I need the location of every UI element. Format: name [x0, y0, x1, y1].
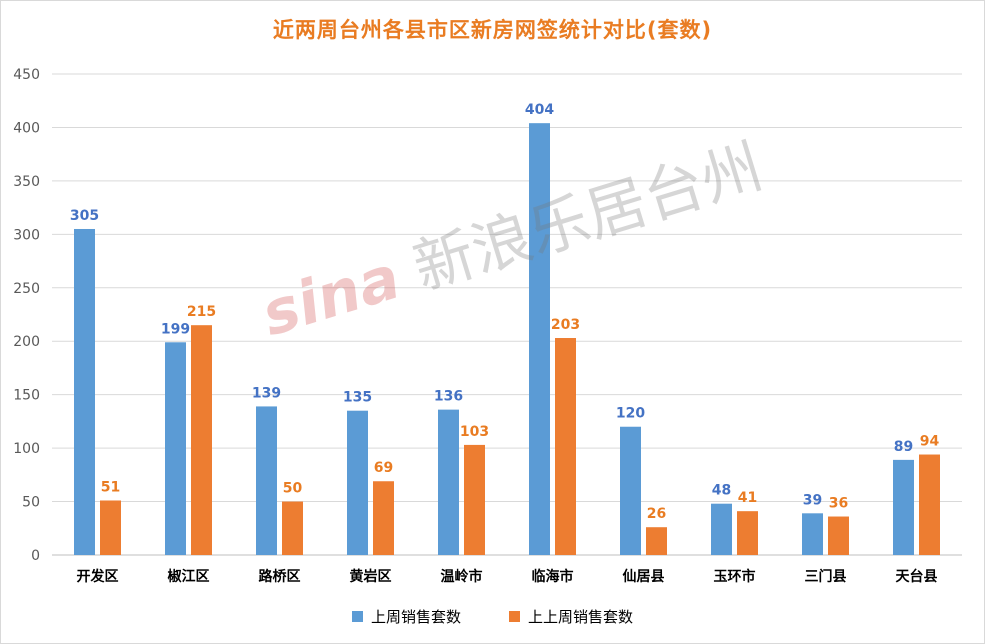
data-label: 136: [434, 389, 463, 405]
data-label: 404: [525, 102, 554, 118]
bar-week-before: [737, 511, 758, 555]
data-label: 51: [101, 479, 120, 495]
bar-week-before: [828, 516, 849, 555]
bar-last-week: [256, 406, 277, 555]
x-tick-label: 临海市: [532, 568, 574, 585]
legend-swatch: [509, 611, 520, 622]
bar-last-week: [529, 123, 550, 556]
bar-last-week: [347, 410, 368, 555]
chart-title: 近两周台州各县市区新房网签统计对比(套数): [272, 18, 713, 42]
bar-last-week: [74, 228, 95, 555]
x-tick-label: 黄岩区: [350, 568, 392, 585]
legend-item-series-0: 上周销售套数: [351, 606, 461, 627]
data-label: 39: [803, 492, 822, 508]
y-tick-label: 50: [22, 495, 40, 511]
bar-last-week: [893, 459, 914, 555]
legend-swatch: [351, 611, 363, 622]
legend-label: 上上周销售套数: [528, 608, 634, 626]
data-label: 48: [712, 483, 731, 499]
data-label: 305: [70, 208, 99, 224]
data-label: 199: [161, 321, 190, 337]
bar-last-week: [165, 342, 186, 555]
x-tick-label: 开发区: [77, 568, 119, 585]
y-tick-label: 100: [13, 441, 40, 457]
chart-legend: 上周销售套数 上上周销售套数: [0, 606, 985, 627]
bar-week-before: [282, 501, 303, 555]
data-label: 120: [616, 406, 645, 422]
x-tick-label: 玉环市: [714, 568, 756, 585]
y-tick-label: 200: [13, 334, 40, 350]
data-label: 94: [920, 434, 940, 450]
y-tick-label: 350: [13, 174, 40, 190]
data-label: 135: [343, 390, 372, 406]
bar-week-before: [919, 454, 940, 555]
data-label: 26: [647, 506, 666, 522]
data-label: 89: [894, 439, 913, 455]
data-label: 41: [738, 490, 757, 506]
bar-last-week: [802, 513, 823, 555]
x-tick-label: 仙居县: [623, 568, 665, 585]
y-tick-label: 250: [13, 281, 40, 297]
x-tick-label: 温岭市: [441, 568, 483, 585]
data-label: 50: [283, 481, 303, 497]
data-label: 69: [374, 460, 393, 476]
data-label: 215: [187, 304, 216, 320]
y-tick-label: 400: [13, 120, 40, 136]
data-label: 103: [460, 424, 489, 440]
data-label: 36: [829, 496, 848, 512]
x-tick-label: 椒江区: [168, 568, 210, 585]
legend-label: 上周销售套数: [370, 608, 461, 626]
x-tick-label: 三门县: [805, 568, 847, 585]
legend-item-series-1: 上上周销售套数: [509, 606, 633, 627]
y-tick-label: 0: [31, 548, 40, 564]
x-tick-label: 天台县: [896, 568, 938, 585]
bar-week-before: [646, 527, 667, 555]
bar-last-week: [438, 409, 459, 555]
data-label: 139: [252, 385, 281, 401]
x-tick-label: 路桥区: [259, 568, 301, 585]
bar-week-before: [555, 338, 576, 555]
bar-week-before: [373, 481, 394, 555]
bar-week-before: [100, 500, 121, 555]
bar-last-week: [711, 503, 732, 555]
bar-last-week: [620, 426, 641, 555]
data-label: 203: [551, 317, 580, 333]
y-tick-label: 450: [13, 67, 40, 83]
y-tick-label: 150: [13, 388, 40, 404]
y-tick-label: 300: [13, 227, 40, 243]
bar-week-before: [191, 325, 212, 555]
bar-week-before: [464, 444, 485, 555]
